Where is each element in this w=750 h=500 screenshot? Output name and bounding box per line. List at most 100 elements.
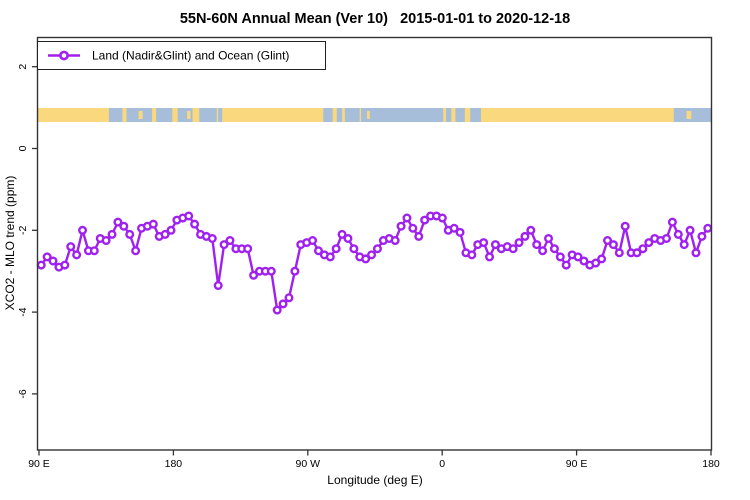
data-point-marker: [673, 229, 683, 239]
data-point-marker: [414, 231, 424, 241]
data-point-marker: [396, 221, 406, 231]
x-tick-label: 90 W: [296, 458, 321, 470]
legend-border: [37, 41, 326, 70]
data-point-marker: [60, 260, 70, 270]
data-point-marker: [490, 240, 500, 250]
data-point-marker: [284, 293, 294, 303]
data-point-marker: [703, 223, 713, 233]
map-strip-ocean-segment: [455, 108, 465, 122]
map-strip-ocean-segment: [673, 108, 712, 122]
data-point-marker: [313, 246, 323, 256]
y-tick-label: -6: [17, 389, 29, 398]
data-point-marker: [219, 240, 229, 250]
data-point-marker: [526, 225, 536, 235]
data-point-marker: [308, 236, 318, 246]
data-point-marker: [367, 250, 377, 260]
data-point-marker: [331, 244, 341, 254]
legend-label: Land (Nadir&Glint) and Ocean (Glint): [92, 49, 289, 63]
data-point-marker: [632, 248, 642, 258]
data-point-marker: [620, 221, 630, 231]
data-point-marker: [544, 233, 554, 243]
map-strip-ocean-segment: [445, 108, 452, 122]
map-strip-ocean-segment: [336, 108, 343, 122]
data-point-marker: [667, 217, 677, 227]
data-point-marker: [591, 258, 601, 268]
data-point-marker: [514, 238, 524, 248]
data-point-marker: [608, 240, 618, 250]
chart-title: 55N-60N Annual Mean (Ver 10) 2015-01-01 …: [180, 11, 570, 27]
data-point-marker: [402, 213, 412, 223]
data-point-marker: [272, 305, 282, 315]
data-point-marker: [579, 256, 589, 266]
data-point-marker: [225, 236, 235, 246]
data-point-marker: [691, 248, 701, 258]
data-point-marker: [107, 229, 117, 239]
data-point-marker: [597, 254, 607, 264]
data-point-marker: [408, 223, 418, 233]
data-point-marker: [249, 270, 259, 280]
data-point-marker: [184, 211, 194, 221]
data-point-marker: [549, 244, 559, 254]
data-point-marker: [72, 250, 82, 260]
map-strip-land-patch: [686, 111, 692, 119]
data-point-marker: [437, 213, 447, 223]
map-strip-ocean-segment: [361, 108, 444, 122]
data-point-marker: [66, 242, 76, 252]
data-point-marker: [455, 227, 465, 237]
data-point-marker: [119, 221, 129, 231]
legend-marker-icon: [59, 50, 69, 61]
map-strip-ocean-segment: [323, 108, 333, 122]
data-point-marker: [243, 244, 253, 254]
data-point-marker: [520, 231, 530, 241]
map-strip-ocean-segment: [108, 108, 123, 122]
map-strip: [37, 108, 712, 122]
x-tick-label: 180: [165, 458, 183, 470]
data-point-marker: [290, 266, 300, 276]
data-point-marker: [372, 244, 382, 254]
map-strip-land-patch: [367, 111, 370, 119]
map-strip-ocean-segment: [156, 108, 173, 122]
y-tick-label: -2: [17, 225, 29, 234]
data-point-marker: [573, 252, 583, 262]
map-strip-ocean-segment: [344, 108, 360, 122]
data-point-marker: [337, 229, 347, 239]
y-axis-label: XCO2 - MLO trend (ppm): [3, 176, 17, 311]
map-strip-ocean-segment: [470, 108, 481, 122]
data-point-marker: [449, 223, 459, 233]
data-point-marker: [213, 281, 223, 291]
map-strip-land-patch: [138, 111, 143, 119]
data-point-marker: [166, 225, 176, 235]
data-point-marker: [479, 238, 489, 248]
data-point-marker: [532, 240, 542, 250]
data-point-marker: [614, 248, 624, 258]
data-point-marker: [160, 229, 170, 239]
data-series: [36, 211, 713, 315]
data-point-marker: [485, 252, 495, 262]
data-point-marker: [343, 233, 353, 243]
x-tick-label: 90 E: [566, 458, 588, 470]
data-point-marker: [638, 244, 648, 254]
data-point-marker: [420, 215, 430, 225]
data-point-marker: [131, 246, 141, 256]
data-point-marker: [113, 217, 123, 227]
data-point-marker: [89, 246, 99, 256]
data-point-marker: [48, 256, 58, 266]
data-point-marker: [78, 225, 88, 235]
x-tick-label: 90 E: [28, 458, 50, 470]
plot-border: [36, 36, 713, 451]
data-point-marker: [508, 244, 518, 254]
data-point-marker: [390, 236, 400, 246]
legend-box: Land (Nadir&Glint) and Ocean (Glint): [37, 41, 326, 70]
y-tick-label: 0: [17, 145, 29, 151]
x-axis-label: Longitude (deg E): [327, 473, 422, 487]
map-strip-ocean-segment: [218, 108, 223, 122]
x-tick-label: 0: [439, 458, 445, 470]
map-strip-land-patch: [187, 111, 191, 119]
data-point-marker: [266, 266, 276, 276]
data-point-marker: [679, 240, 689, 250]
data-point-marker: [561, 260, 571, 270]
y-tick-label: 2: [17, 64, 29, 70]
data-point-marker: [325, 252, 335, 262]
axis-ticks: 90 E 180 90 W 0 90 E 180 2 0 -2 -4 -6: [17, 64, 720, 470]
